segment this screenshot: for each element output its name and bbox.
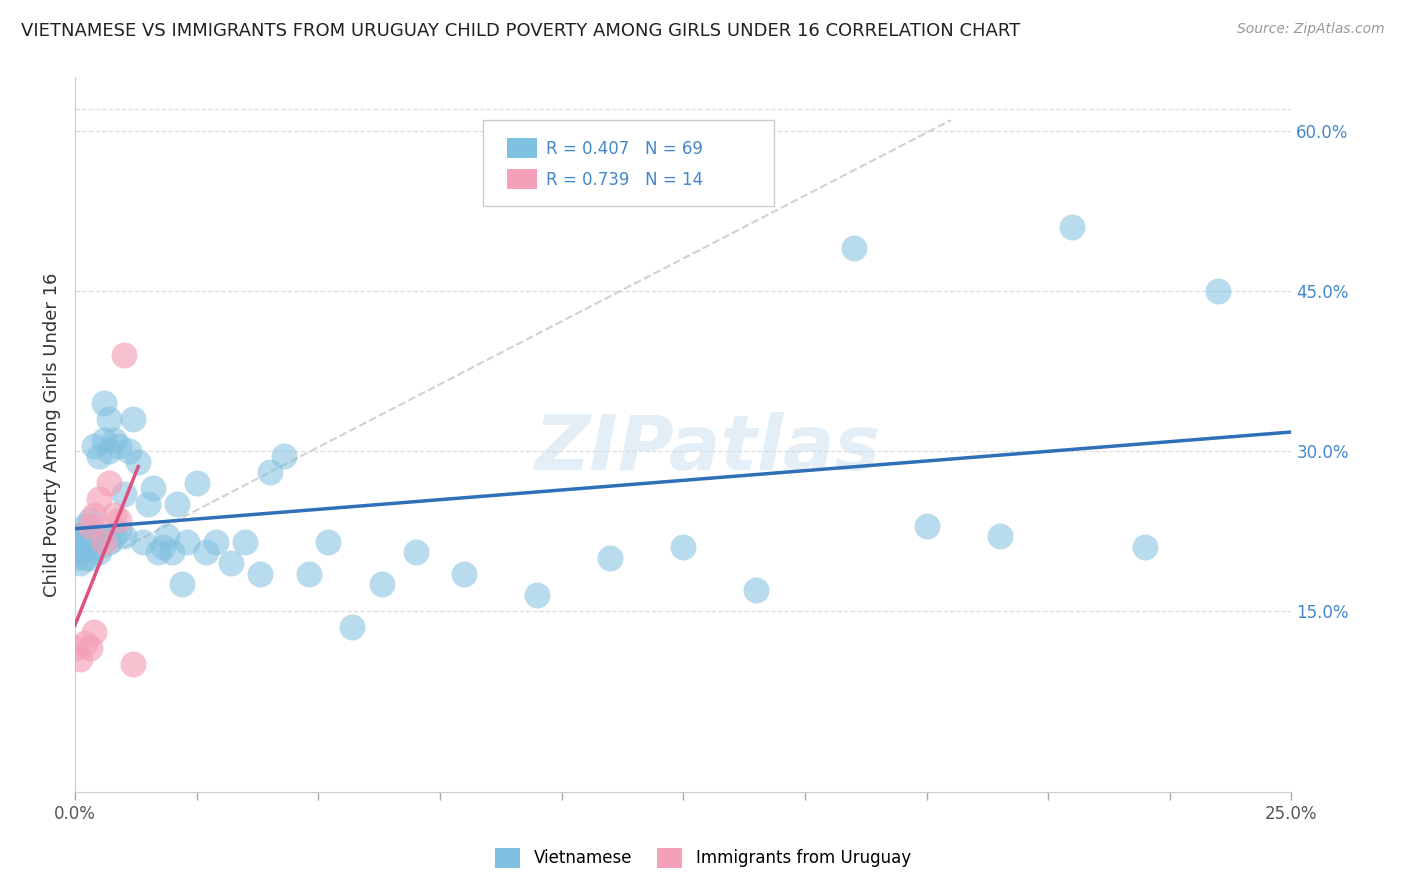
Point — [176, 534, 198, 549]
Point — [63, 529, 86, 543]
Text: Source: ZipAtlas.com: Source: ZipAtlas.com — [1237, 22, 1385, 37]
Point — [73, 534, 96, 549]
Point — [89, 545, 111, 559]
Point — [69, 534, 91, 549]
Point — [297, 566, 319, 581]
Point — [93, 396, 115, 410]
Point — [112, 529, 135, 543]
Point — [83, 508, 105, 522]
Text: R = 0.407   N = 69: R = 0.407 N = 69 — [546, 140, 703, 158]
Text: VIETNAMESE VS IMMIGRANTS FROM URUGUAY CHILD POVERTY AMONG GIRLS UNDER 16 CORRELA: VIETNAMESE VS IMMIGRANTS FROM URUGUAY CH… — [21, 22, 1021, 40]
Point — [79, 641, 101, 656]
Point — [63, 540, 86, 554]
Point — [63, 550, 86, 565]
Point — [259, 465, 281, 479]
Point — [73, 540, 96, 554]
Point — [162, 545, 184, 559]
Point — [1208, 284, 1230, 298]
Y-axis label: Child Poverty Among Girls Under 16: Child Poverty Among Girls Under 16 — [44, 273, 60, 597]
Point — [79, 518, 101, 533]
Point — [915, 518, 938, 533]
Point — [672, 540, 695, 554]
Point — [73, 636, 96, 650]
Text: R = 0.739   N = 14: R = 0.739 N = 14 — [546, 170, 703, 189]
Point — [112, 348, 135, 362]
Point — [370, 577, 392, 591]
Point — [107, 513, 129, 527]
Text: ZIPatlas: ZIPatlas — [534, 412, 880, 486]
Bar — [506, 169, 537, 189]
Point — [98, 412, 121, 426]
Point — [405, 545, 427, 559]
Point — [93, 433, 115, 447]
Point — [170, 577, 193, 591]
Point — [89, 449, 111, 463]
Point — [93, 534, 115, 549]
Point — [98, 475, 121, 490]
Point — [599, 550, 621, 565]
Point — [89, 529, 111, 543]
Point — [117, 443, 139, 458]
Point — [127, 454, 149, 468]
Point — [132, 534, 155, 549]
Point — [195, 545, 218, 559]
Point — [69, 556, 91, 570]
Point — [342, 620, 364, 634]
Point — [1135, 540, 1157, 554]
Point — [205, 534, 228, 549]
Point — [73, 550, 96, 565]
Point — [98, 534, 121, 549]
Bar — [506, 138, 537, 158]
Point — [63, 641, 86, 656]
Point — [79, 513, 101, 527]
Point — [142, 481, 165, 495]
Point — [83, 625, 105, 640]
Point — [103, 508, 125, 522]
Point — [316, 534, 339, 549]
Point — [233, 534, 256, 549]
Point — [103, 433, 125, 447]
Point — [107, 524, 129, 538]
Point — [83, 540, 105, 554]
Legend: Vietnamese, Immigrants from Uruguay: Vietnamese, Immigrants from Uruguay — [489, 841, 917, 875]
Point — [69, 652, 91, 666]
Point — [273, 449, 295, 463]
Point — [1062, 219, 1084, 234]
Point — [83, 529, 105, 543]
Point — [453, 566, 475, 581]
Point — [526, 588, 548, 602]
Point — [79, 529, 101, 543]
Point — [745, 582, 768, 597]
Point — [136, 497, 159, 511]
Point — [103, 529, 125, 543]
Point — [122, 657, 145, 672]
Point — [122, 412, 145, 426]
Point — [89, 491, 111, 506]
Point — [166, 497, 188, 511]
Point — [988, 529, 1011, 543]
FancyBboxPatch shape — [482, 120, 775, 206]
Point — [152, 540, 174, 554]
Point — [69, 529, 91, 543]
Point — [219, 556, 242, 570]
Point — [249, 566, 271, 581]
Point — [146, 545, 169, 559]
Point — [98, 443, 121, 458]
Point — [156, 529, 179, 543]
Point — [83, 438, 105, 452]
Point — [79, 550, 101, 565]
Point — [73, 518, 96, 533]
Point — [79, 534, 101, 549]
Point — [186, 475, 208, 490]
Point — [842, 241, 865, 255]
Point — [107, 438, 129, 452]
Point — [112, 486, 135, 500]
Point — [69, 545, 91, 559]
